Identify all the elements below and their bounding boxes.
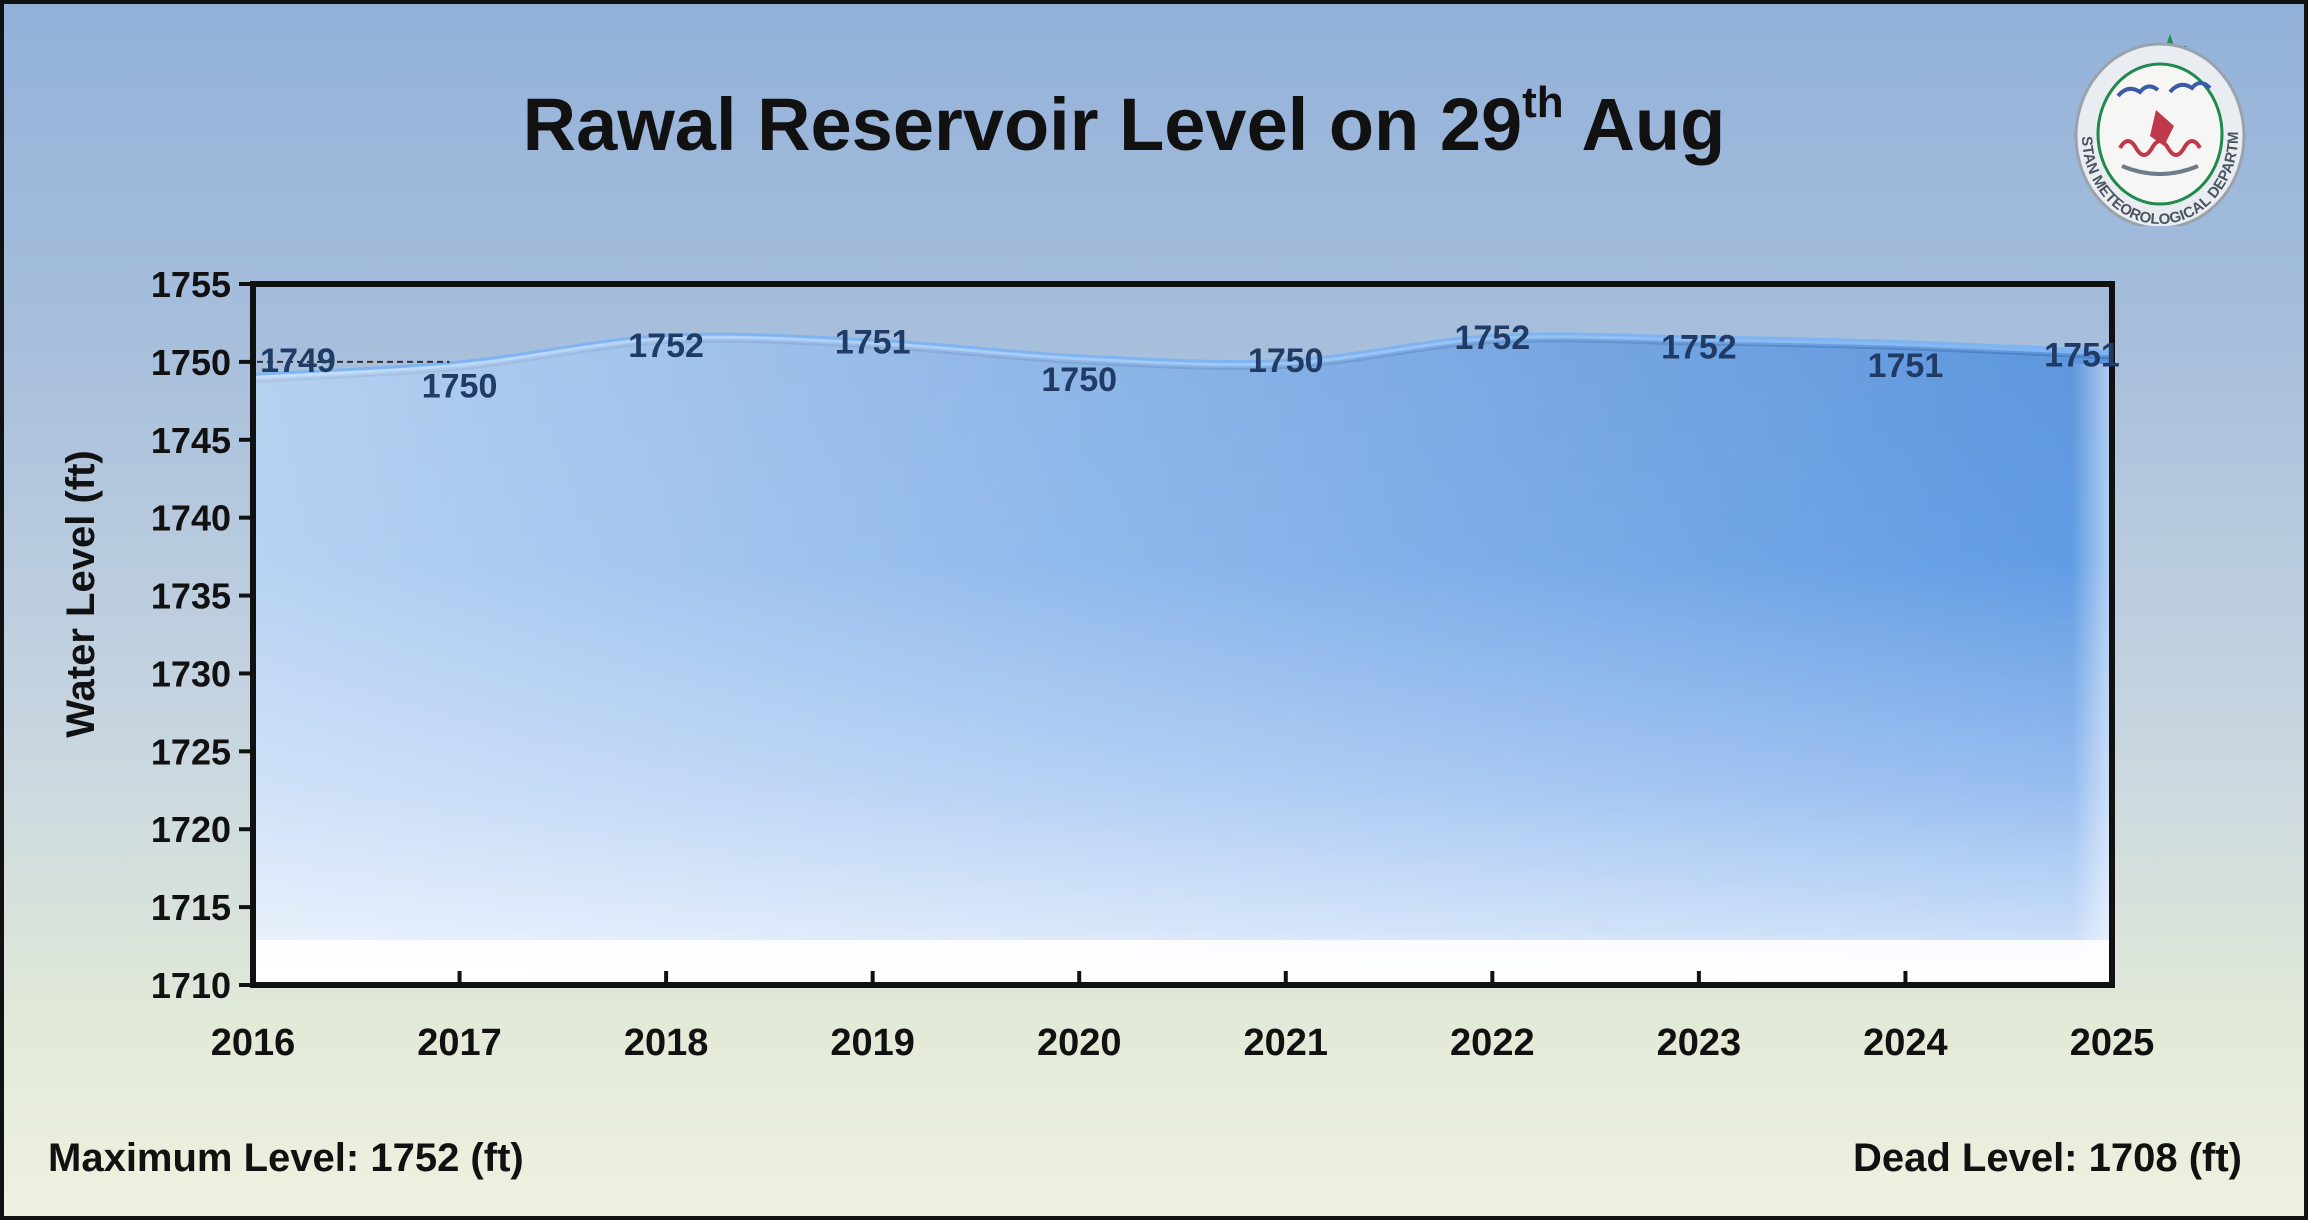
- y-tick-label: 1735: [151, 576, 231, 617]
- area-bevel-right: [2072, 364, 2112, 985]
- y-axis-label: Water Level (ft): [59, 450, 103, 737]
- y-tick-label: 1755: [151, 264, 231, 305]
- y-tick-label: 1725: [151, 731, 231, 772]
- data-label: 1752: [1455, 319, 1531, 357]
- data-label: 1752: [1661, 329, 1737, 367]
- y-tick-label: 1715: [151, 887, 231, 928]
- chart-title: Rawal Reservoir Level on 29th Aug: [4, 78, 2244, 167]
- title-end: Aug: [1563, 83, 1726, 166]
- x-tick-label: 2025: [2070, 1022, 2155, 1064]
- data-label: 1750: [1248, 342, 1324, 380]
- data-label: 1752: [628, 327, 704, 365]
- x-tick-label: 2017: [417, 1022, 502, 1064]
- y-tick-label: 1730: [151, 653, 231, 694]
- y-tick-label: 1745: [151, 420, 231, 461]
- x-tick-label: 2021: [1244, 1022, 1329, 1064]
- y-tick-label: 1710: [151, 965, 231, 1006]
- x-tick-label: 2023: [1657, 1022, 1742, 1064]
- x-tick-label: 2020: [1037, 1022, 1122, 1064]
- pmd-seal-icon: PAKISTAN METEOROLOGICAL DEPARTMENT: [2060, 26, 2246, 226]
- data-label: 1749: [260, 342, 336, 380]
- data-label: 1750: [422, 367, 498, 405]
- maximum-level-note: Maximum Level: 1752 (ft): [48, 1136, 524, 1180]
- chart-area: Water Level (ft) 1755 1750 1745 1740 1735 173…: [59, 264, 2155, 1064]
- y-tick-label: 1740: [151, 498, 231, 539]
- x-tick-label: 2024: [1863, 1022, 1948, 1064]
- y-tick-label: 1750: [151, 342, 231, 383]
- data-label: 1750: [1041, 361, 1117, 399]
- data-label: 1751: [2044, 337, 2120, 375]
- data-label: 1751: [835, 324, 911, 362]
- area-bevel-left: [253, 335, 2112, 985]
- x-tick-label: 2022: [1450, 1022, 1535, 1064]
- y-tick-label: 1720: [151, 809, 231, 850]
- dead-level-note: Dead Level: 1708 (ft): [1852, 1136, 2242, 1180]
- plot-border: [250, 281, 2115, 988]
- x-tick-label: 2018: [624, 1022, 709, 1064]
- title-main: Rawal Reservoir Level on 29: [522, 83, 1523, 166]
- title-superscript: th: [1522, 78, 1564, 127]
- area-bevel-bottom: [253, 940, 2112, 985]
- x-tick-label: 2019: [830, 1022, 915, 1064]
- x-tick-label: 2016: [211, 1022, 296, 1064]
- data-label: 1751: [1868, 347, 1944, 385]
